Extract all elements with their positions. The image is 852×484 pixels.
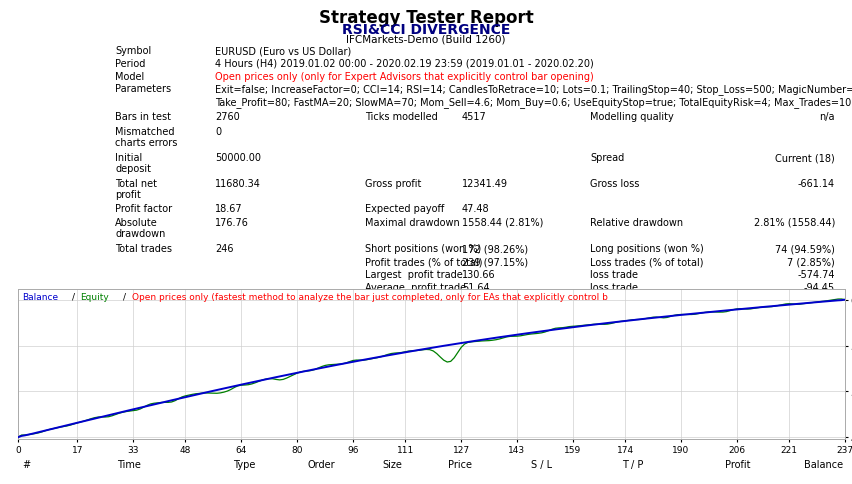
Text: Price: Price (448, 459, 472, 469)
Text: Average  profit trade: Average profit trade (365, 282, 466, 292)
Text: Open prices only (fastest method to analyze the bar just completed, only for EAs: Open prices only (fastest method to anal… (132, 292, 608, 302)
Text: 18.67: 18.67 (215, 203, 243, 213)
Text: 80: 80 (462, 320, 475, 331)
Text: 0: 0 (215, 126, 222, 136)
Text: Gross loss: Gross loss (590, 179, 639, 189)
Text: Symbol: Symbol (115, 46, 152, 56)
Text: Maximum  consecutive wins (profit in money): Maximum consecutive wins (profit in mone… (365, 295, 589, 305)
Text: loss trade: loss trade (590, 270, 638, 279)
Text: n/a: n/a (820, 112, 835, 122)
Text: Model: Model (115, 72, 144, 81)
Text: Ticks modelled: Ticks modelled (365, 112, 438, 122)
Text: Equity: Equity (80, 292, 109, 302)
Text: 51.64: 51.64 (462, 282, 490, 292)
Text: charts errors: charts errors (115, 137, 177, 147)
Text: Total trades: Total trades (115, 244, 172, 254)
Text: /: / (72, 292, 75, 302)
Text: 1558.44 (2.81%): 1558.44 (2.81%) (462, 217, 544, 227)
Text: EURUSD (Euro vs US Dollar): EURUSD (Euro vs US Dollar) (215, 46, 351, 56)
Text: Largest  profit trade: Largest profit trade (365, 270, 463, 279)
Text: consecutive losses (loss in money): consecutive losses (loss in money) (590, 295, 760, 305)
Text: -574.74: -574.74 (797, 270, 835, 279)
Text: Absolute: Absolute (115, 217, 158, 227)
Text: 130.66: 130.66 (462, 270, 496, 279)
Text: Open prices only (only for Expert Advisors that explicitly control bar opening): Open prices only (only for Expert Adviso… (215, 72, 594, 81)
Text: -94.45: -94.45 (804, 282, 835, 292)
Text: Time: Time (118, 459, 141, 469)
Text: Mismatched: Mismatched (115, 126, 175, 136)
Text: 246: 246 (215, 244, 233, 254)
Text: 50000.00: 50000.00 (215, 153, 261, 163)
Text: Short positions (won %): Short positions (won %) (365, 244, 481, 254)
Text: RSI&CCI DIVERGENCE: RSI&CCI DIVERGENCE (342, 23, 510, 37)
Text: Maximal  consecutive profit (count of wins): Maximal consecutive profit (count of win… (365, 308, 576, 318)
Text: Expected payoff: Expected payoff (365, 203, 444, 213)
Text: Parameters: Parameters (115, 84, 171, 94)
Text: Loss trades (% of total): Loss trades (% of total) (590, 257, 704, 267)
Text: Take_Profit=80; FastMA=20; SlowMA=70; Mom_Sell=4.6; Mom_Buy=0.6; UseEquityStop=t: Take_Profit=80; FastMA=20; SlowMA=70; Mo… (215, 97, 852, 108)
Text: Current (18): Current (18) (775, 153, 835, 163)
Text: 4 Hours (H4) 2019.01.02 00:00 - 2020.02.19 23:59 (2019.01.01 - 2020.02.20): 4 Hours (H4) 2019.01.02 00:00 - 2020.02.… (215, 59, 594, 69)
Text: Bars in test: Bars in test (115, 112, 171, 122)
Text: Profit trades (% of total): Profit trades (% of total) (365, 257, 482, 267)
Text: -661.14: -661.14 (797, 179, 835, 189)
Text: T / P: T / P (622, 459, 643, 469)
Text: Exit=false; IncreaseFactor=0; CCI=14; RSI=14; CandlesToRetrace=10; Lots=0.1; Tra: Exit=false; IncreaseFactor=0; CCI=14; RS… (215, 84, 852, 95)
Text: Strategy Tester Report: Strategy Tester Report (319, 9, 533, 27)
Text: Maximal drawdown: Maximal drawdown (365, 217, 460, 227)
Text: Total net: Total net (115, 179, 157, 189)
Text: Order: Order (308, 459, 335, 469)
Text: consecutive loss (count of losses): consecutive loss (count of losses) (590, 308, 755, 318)
Text: #: # (22, 459, 31, 469)
Text: Long positions (won %): Long positions (won %) (590, 244, 704, 254)
Text: 10228.33 (197): 10228.33 (197) (462, 308, 538, 318)
Text: drawdown: drawdown (115, 228, 165, 238)
Text: Period: Period (115, 59, 146, 69)
Text: 2: 2 (829, 320, 835, 331)
Text: 12341.49: 12341.49 (462, 179, 508, 189)
Text: Type: Type (233, 459, 256, 469)
Text: consecutive losses: consecutive losses (590, 320, 682, 331)
Text: 4517: 4517 (462, 112, 486, 122)
Text: IFCMarkets-Demo (Build 1260): IFCMarkets-Demo (Build 1260) (346, 35, 506, 45)
Text: Profit factor: Profit factor (115, 203, 172, 213)
Text: Profit: Profit (725, 459, 751, 469)
Text: 7 (2.85%): 7 (2.85%) (787, 257, 835, 267)
Text: 11680.34: 11680.34 (215, 179, 261, 189)
Text: Spread: Spread (590, 153, 625, 163)
Text: 2760: 2760 (215, 112, 239, 122)
Text: Balance: Balance (22, 292, 58, 302)
Text: 47.48: 47.48 (462, 203, 490, 213)
Text: /: / (123, 292, 126, 302)
Text: Modelling quality: Modelling quality (590, 112, 674, 122)
Text: 239 (97.15%): 239 (97.15%) (462, 257, 528, 267)
Text: 172 (98.26%): 172 (98.26%) (462, 244, 528, 254)
Text: 176.76: 176.76 (215, 217, 249, 227)
Text: 2.81% (1558.44): 2.81% (1558.44) (754, 217, 835, 227)
Text: Balance: Balance (803, 459, 843, 469)
Text: Initial: Initial (115, 153, 142, 163)
Text: loss trade: loss trade (590, 282, 638, 292)
Text: S / L: S / L (531, 459, 552, 469)
Text: 4 (-600.07): 4 (-600.07) (781, 295, 835, 305)
Text: Relative drawdown: Relative drawdown (590, 217, 683, 227)
Text: Gross profit: Gross profit (365, 179, 422, 189)
Text: 74 (94.59%): 74 (94.59%) (775, 244, 835, 254)
Text: -600.07 (4): -600.07 (4) (781, 308, 835, 318)
Text: Average  consecutive wins: Average consecutive wins (365, 320, 495, 331)
Text: profit: profit (115, 190, 141, 199)
Text: Size: Size (382, 459, 402, 469)
Text: deposit: deposit (115, 164, 151, 174)
Text: 197 (10228.33): 197 (10228.33) (462, 295, 538, 305)
